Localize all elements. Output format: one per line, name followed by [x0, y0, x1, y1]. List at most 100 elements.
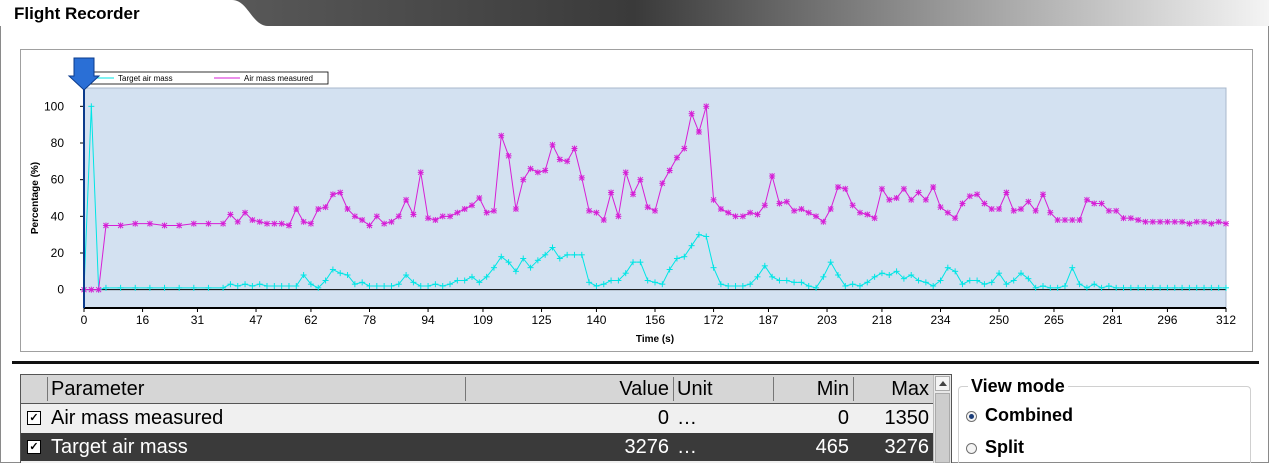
data-point [95, 286, 102, 293]
data-point [395, 281, 402, 288]
data-point [1142, 218, 1149, 225]
table-scrollbar[interactable] [933, 375, 951, 463]
data-point [695, 231, 702, 238]
data-point [571, 251, 578, 258]
data-point [1069, 217, 1076, 223]
combined-radio[interactable] [966, 411, 977, 422]
data-point [425, 215, 432, 222]
data-point [307, 281, 314, 288]
data-point [1149, 218, 1156, 225]
split-radio[interactable] [966, 443, 977, 454]
data-point [886, 196, 893, 203]
data-point [285, 222, 292, 229]
data-point [1105, 283, 1112, 289]
data-point [1018, 270, 1025, 277]
data-point [1113, 284, 1120, 291]
header-value[interactable]: Value [619, 378, 669, 400]
row-checkbox[interactable]: ✓ [27, 411, 41, 425]
data-point [1135, 217, 1142, 223]
data-point [1047, 284, 1054, 291]
data-point [351, 281, 358, 288]
data-point [600, 281, 607, 288]
data-point [102, 284, 109, 291]
data-point [996, 270, 1003, 277]
data-point [417, 283, 424, 289]
scroll-thumb[interactable] [935, 393, 950, 463]
x-tick-label: 140 [586, 313, 606, 327]
data-point [586, 279, 593, 286]
data-point [937, 204, 944, 211]
row-parameter: Target air mass [51, 436, 188, 458]
data-point [249, 217, 256, 223]
data-point [725, 209, 732, 216]
data-point [988, 206, 995, 212]
x-tick-label: 203 [817, 313, 837, 327]
scroll-up-button[interactable] [935, 376, 950, 391]
data-point [1127, 215, 1134, 222]
data-point [732, 283, 739, 289]
data-point [549, 141, 556, 148]
data-point [476, 195, 483, 201]
data-point [791, 207, 798, 214]
table-row[interactable]: ✓ Air mass measured 0 … 0 1350 [21, 404, 933, 432]
combined-label[interactable]: Combined [985, 405, 1073, 425]
data-point [878, 185, 885, 192]
y-tick-label: 0 [57, 283, 64, 297]
row-max: 1350 [884, 407, 930, 429]
header-unit[interactable]: Unit [677, 378, 713, 400]
data-point [242, 281, 249, 288]
data-point [615, 277, 622, 284]
data-point [359, 217, 366, 223]
data-point [776, 200, 783, 207]
data-point [476, 279, 483, 286]
data-point [1054, 284, 1061, 291]
data-point [220, 220, 227, 227]
data-point [264, 220, 271, 227]
y-tick-label: 60 [51, 173, 65, 187]
row-checkbox[interactable]: ✓ [27, 440, 41, 454]
data-point [329, 266, 336, 273]
data-point [556, 156, 563, 163]
data-point [805, 209, 812, 216]
data-point [542, 167, 549, 174]
data-point [673, 154, 680, 161]
data-point [959, 200, 966, 207]
data-point [952, 268, 959, 275]
data-point [322, 204, 329, 211]
data-point [615, 213, 622, 220]
table-header: Parameter Value Unit Min Max [21, 375, 933, 404]
data-point [930, 184, 937, 190]
data-point [1157, 284, 1164, 291]
y-tick-label: 20 [51, 246, 65, 260]
data-point [417, 169, 424, 176]
table-row[interactable]: ✓ Target air mass 3276 … 465 3276 [21, 433, 933, 461]
data-point [190, 284, 197, 291]
data-point [564, 158, 571, 165]
header-max[interactable]: Max [891, 378, 929, 400]
data-point [351, 213, 358, 220]
splitter[interactable] [12, 361, 1259, 364]
data-point [717, 206, 724, 212]
data-point [930, 283, 937, 289]
row-unit: … [677, 436, 697, 458]
data-point [256, 281, 263, 288]
data-point [1032, 284, 1039, 291]
x-tick-label: 234 [930, 313, 950, 327]
data-point [1113, 207, 1120, 214]
data-point [432, 281, 439, 288]
data-point [900, 185, 907, 192]
row-value: 0 [657, 407, 669, 429]
x-tick-label: 218 [872, 313, 892, 327]
data-point [176, 284, 183, 291]
split-label[interactable]: Split [985, 437, 1024, 457]
data-point [791, 279, 798, 286]
data-point [681, 145, 688, 152]
data-point [1003, 189, 1010, 196]
data-point [1127, 284, 1134, 291]
data-point [534, 169, 541, 176]
header-min[interactable]: Min [816, 378, 849, 400]
header-parameter[interactable]: Parameter [51, 378, 145, 400]
data-point [688, 242, 695, 249]
data-point [593, 209, 600, 216]
data-point [739, 213, 746, 220]
